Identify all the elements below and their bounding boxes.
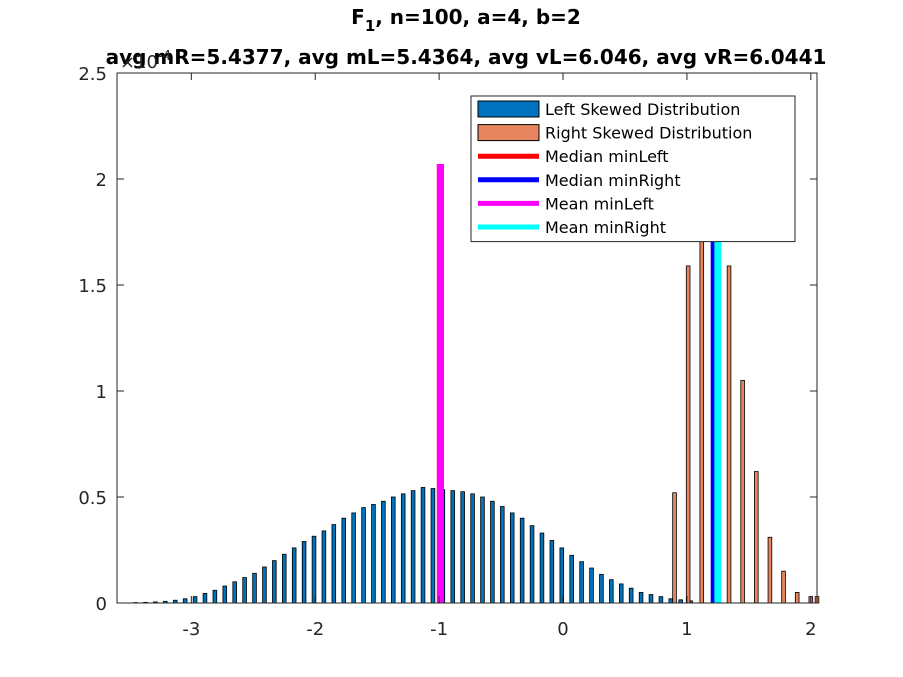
- bar: [232, 581, 237, 604]
- bar: [490, 500, 495, 604]
- x-tick-label: -3: [182, 619, 200, 640]
- bar: [589, 567, 594, 604]
- legend-label: Right Skewed Distribution: [545, 124, 752, 143]
- chart-title-line-1: F1, n=100, a=4, b=2: [351, 5, 581, 35]
- legend-label: Left Skewed Distribution: [545, 100, 740, 119]
- bar: [658, 596, 664, 604]
- bar: [668, 598, 674, 604]
- bar: [767, 536, 773, 604]
- bar: [361, 507, 366, 604]
- bar: [351, 512, 356, 604]
- bar: [371, 504, 376, 604]
- bar: [672, 492, 677, 604]
- bar: [529, 525, 535, 604]
- y-tick-label: 2: [96, 170, 107, 191]
- axes: -3 -2 -1 0 1 2 0 0.5 1 1.5 2 2.5: [78, 64, 818, 640]
- bar: [628, 587, 634, 604]
- bar: [609, 579, 614, 604]
- bar: [726, 265, 732, 604]
- bar: [341, 517, 346, 604]
- plot-box: [116, 72, 818, 604]
- bar: [794, 592, 800, 604]
- bar: [192, 596, 198, 604]
- y-tick-label: 0: [96, 594, 107, 615]
- y-tick-label: 0.5: [78, 488, 107, 509]
- bar: [291, 547, 297, 604]
- bar: [685, 265, 691, 604]
- bar: [500, 506, 505, 604]
- x-tick-label: -1: [430, 619, 448, 640]
- bar: [549, 540, 555, 604]
- y-tick-label: 1: [96, 382, 107, 403]
- bar: [212, 589, 218, 604]
- bar: [430, 488, 436, 604]
- bar: [222, 585, 228, 604]
- x-tick-label: 0: [557, 619, 568, 640]
- legend-label: Mean minLeft: [545, 194, 654, 213]
- bar: [509, 512, 515, 604]
- bar: [470, 493, 475, 604]
- x-tick-label: 1: [681, 619, 692, 640]
- bar: [781, 570, 786, 604]
- bar: [391, 496, 396, 604]
- legend-label: Median minLeft: [545, 147, 669, 166]
- bar: [539, 532, 545, 604]
- bar: [460, 491, 465, 604]
- legend-label: Median minRight: [545, 171, 681, 190]
- bar: [400, 493, 406, 604]
- bar: [410, 490, 416, 604]
- chart-title-line-2: avg mR=5.4377, avg mL=5.4364, avg vL=6.0…: [106, 45, 827, 69]
- bar: [202, 593, 208, 604]
- bar: [579, 561, 584, 604]
- bar: [420, 487, 426, 604]
- x-tick-label: -2: [306, 619, 324, 640]
- bar: [480, 496, 485, 604]
- bar: [281, 553, 287, 604]
- legend: Left Skewed Distribution Right Skewed Dis…: [470, 95, 796, 243]
- bar: [754, 471, 759, 604]
- bar: [618, 583, 624, 604]
- bar: [182, 598, 188, 604]
- bar: [321, 530, 327, 604]
- bar: [272, 560, 277, 604]
- legend-swatch: [477, 100, 540, 118]
- x-tick-label: 2: [805, 619, 816, 640]
- bar: [331, 524, 337, 604]
- y-axis-exponent: ×10-4: [120, 49, 171, 73]
- bar: [311, 535, 317, 604]
- legend-box: [470, 95, 796, 243]
- legend-label: Mean minRight: [545, 218, 666, 237]
- y-tick-label: 2.5: [78, 64, 107, 85]
- bar: [648, 594, 654, 604]
- bar: [242, 577, 247, 604]
- bar: [381, 500, 386, 604]
- bar: [638, 592, 644, 604]
- bar: [262, 566, 267, 604]
- bar: [519, 517, 525, 604]
- bar: [450, 490, 456, 604]
- legend-swatch: [477, 124, 540, 142]
- bar: [252, 572, 257, 604]
- bar: [740, 379, 745, 604]
- bar: [301, 541, 307, 604]
- bar: [559, 547, 565, 604]
- bar: [569, 554, 574, 604]
- bar: [599, 573, 604, 604]
- y-tick-label: 1.5: [78, 276, 107, 297]
